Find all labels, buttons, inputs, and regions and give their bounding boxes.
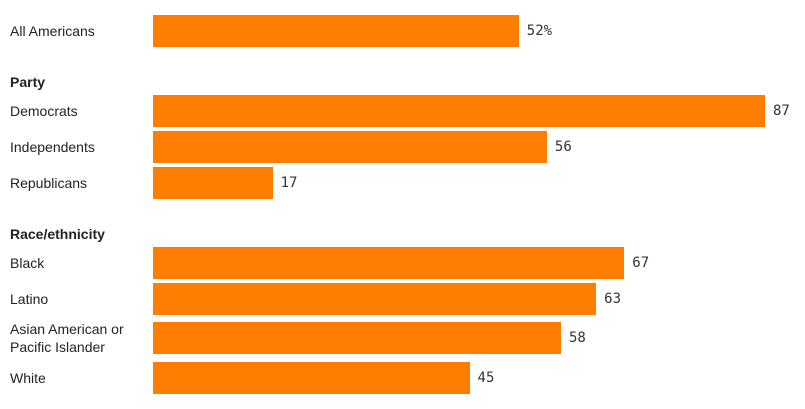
value-label: 17 <box>280 175 298 191</box>
bar <box>153 247 625 279</box>
group-header: Race/ethnicity <box>10 226 105 242</box>
value-label: 63 <box>604 291 622 307</box>
value-label: 87 <box>773 103 790 119</box>
bar <box>153 322 561 354</box>
category-label: Independents <box>10 139 95 155</box>
value-label: 58 <box>569 330 586 346</box>
bar <box>153 95 765 127</box>
bar <box>153 15 519 47</box>
category-label: White <box>10 370 46 386</box>
category-label: Asian American or Pacific Islander <box>10 321 124 355</box>
category-label: Republicans <box>10 175 88 191</box>
value-label: 45 <box>477 370 495 386</box>
bar <box>153 283 597 315</box>
category-label: Democrats <box>10 103 78 119</box>
group-header: Party <box>10 74 46 90</box>
value-label: 56 <box>554 139 572 155</box>
category-label: Latino <box>10 291 49 307</box>
bar <box>153 131 547 163</box>
bar <box>153 362 470 394</box>
bar <box>153 167 273 199</box>
category-label: Black <box>10 255 45 271</box>
category-label: All Americans <box>10 23 95 39</box>
value-label: 67 <box>632 255 650 271</box>
value-label: 52% <box>526 23 553 39</box>
